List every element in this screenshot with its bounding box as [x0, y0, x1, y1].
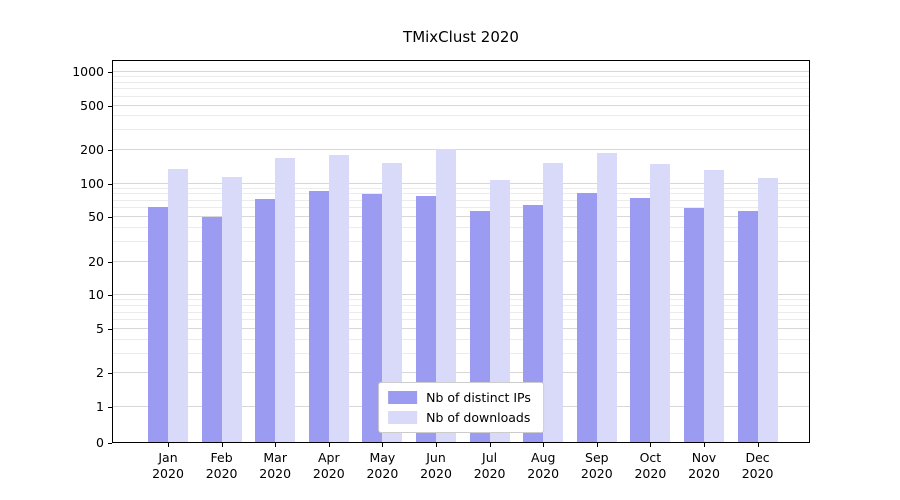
x-tick-mark [543, 443, 545, 447]
bar-distinct-ips-feb [201, 217, 222, 443]
x-tick-label: Jun 2020 [420, 450, 452, 481]
gridline-major [112, 294, 810, 296]
gridline-major [112, 70, 810, 72]
bar-downloads-nov [704, 170, 724, 443]
y-tick-mark [108, 443, 112, 444]
legend-swatch-distinct-ips [388, 391, 418, 404]
y-tick-label: 100 [80, 175, 104, 191]
x-tick-mark [757, 443, 759, 447]
gridline-major [112, 148, 810, 150]
x-tick-mark [650, 443, 652, 447]
bar-downloads-dec [757, 178, 778, 443]
x-tick-label: Apr 2020 [312, 450, 345, 481]
bar-distinct-ips-oct [630, 198, 651, 443]
gridline-major [112, 182, 810, 184]
x-tick-label: Mar 2020 [259, 450, 292, 481]
bar-downloads-sep [596, 152, 617, 443]
bar-downloads-apr [328, 154, 349, 443]
gridline-minor [112, 352, 810, 354]
bar-distinct-ips-sep [576, 193, 597, 443]
x-tick-label: May 2020 [366, 450, 399, 481]
gridline-major [112, 327, 810, 329]
bar-downloads-mar [275, 157, 296, 443]
gridline-minor [112, 227, 810, 229]
x-tick-label: Feb 2020 [205, 450, 238, 481]
y-tick-label: 10 [88, 287, 104, 303]
bar-distinct-ips-nov [684, 207, 704, 443]
legend-entry-downloads: Nb of downloads [388, 410, 531, 425]
legend-label-distinct-ips: Nb of distinct IPs [426, 390, 531, 405]
gridline-minor [112, 187, 810, 189]
x-tick-mark [168, 443, 169, 447]
y-tick-label: 1 [96, 399, 104, 414]
x-tick-label: Jul 2020 [473, 450, 506, 481]
x-tick-mark [382, 443, 384, 447]
gridline-minor [112, 199, 810, 201]
y-tick-label: 20 [88, 253, 104, 269]
bar-distinct-ips-may [362, 194, 383, 443]
bar-downloads-aug [543, 163, 564, 443]
bar-distinct-ips-mar [255, 198, 276, 443]
gridline-minor [112, 81, 810, 83]
chart-title: TMixClust 2020 [403, 28, 519, 46]
y-tick-label: 1000 [72, 63, 104, 79]
x-tick-mark [489, 443, 491, 447]
gridline-major [112, 104, 810, 106]
bar-downloads-may [382, 163, 403, 443]
x-tick-mark [275, 443, 277, 447]
bar-downloads-jun [436, 148, 456, 443]
plot-area: Nb of distinct IPs Nb of downloads [112, 60, 810, 443]
y-tick-label: 200 [80, 141, 104, 157]
y-tick-label: 2 [96, 365, 104, 381]
x-tick-mark [436, 443, 437, 447]
bar-distinct-ips-jan [148, 206, 168, 443]
gridline-minor [112, 207, 810, 209]
bar-downloads-feb [221, 176, 242, 443]
gridline-major [112, 260, 810, 262]
gridline-minor [112, 95, 810, 97]
gridline-minor [112, 338, 810, 340]
bar-downloads-oct [650, 163, 671, 443]
bar-downloads-jan [168, 169, 188, 443]
x-tick-label: Dec 2020 [741, 450, 774, 481]
x-tick-label: Aug 2020 [527, 450, 560, 481]
legend-label-downloads: Nb of downloads [426, 410, 531, 425]
x-tick-label: Nov 2020 [688, 450, 720, 481]
gridline-minor [112, 305, 810, 307]
gridlines [112, 60, 810, 443]
x-tick-mark [221, 443, 223, 447]
y-tick-label: 5 [96, 320, 104, 336]
x-tick-mark [596, 443, 598, 447]
gridline-minor [112, 88, 810, 90]
gridline-minor [112, 311, 810, 313]
bar-distinct-ips-jun [416, 195, 436, 443]
x-tick-label: Oct 2020 [634, 450, 667, 481]
gridline-minor [112, 115, 810, 117]
x-tick-mark [328, 443, 330, 447]
x-tick-label: Jan 2020 [152, 450, 184, 481]
gridline-minor [112, 193, 810, 195]
bar-distinct-ips-dec [737, 210, 758, 443]
gridline-minor [112, 76, 810, 78]
gridline-major [112, 216, 810, 218]
gridline-minor [112, 299, 810, 301]
gridline-minor [112, 241, 810, 243]
bar-downloads-jul [489, 179, 510, 443]
bar-distinct-ips-apr [308, 191, 329, 443]
legend-entry-distinct-ips: Nb of distinct IPs [388, 390, 531, 405]
legend: Nb of distinct IPs Nb of downloads [378, 382, 544, 433]
gridline-major [112, 372, 810, 374]
legend-swatch-downloads [388, 411, 418, 424]
y-tick-label: 500 [80, 97, 104, 113]
gridline-minor [112, 319, 810, 321]
y-tick-label: 0 [96, 435, 104, 450]
gridline-minor [112, 129, 810, 131]
x-tick-mark [704, 443, 705, 447]
x-tick-label: Sep 2020 [580, 450, 613, 481]
y-tick-label: 50 [88, 209, 104, 225]
bars-layer [112, 60, 810, 443]
